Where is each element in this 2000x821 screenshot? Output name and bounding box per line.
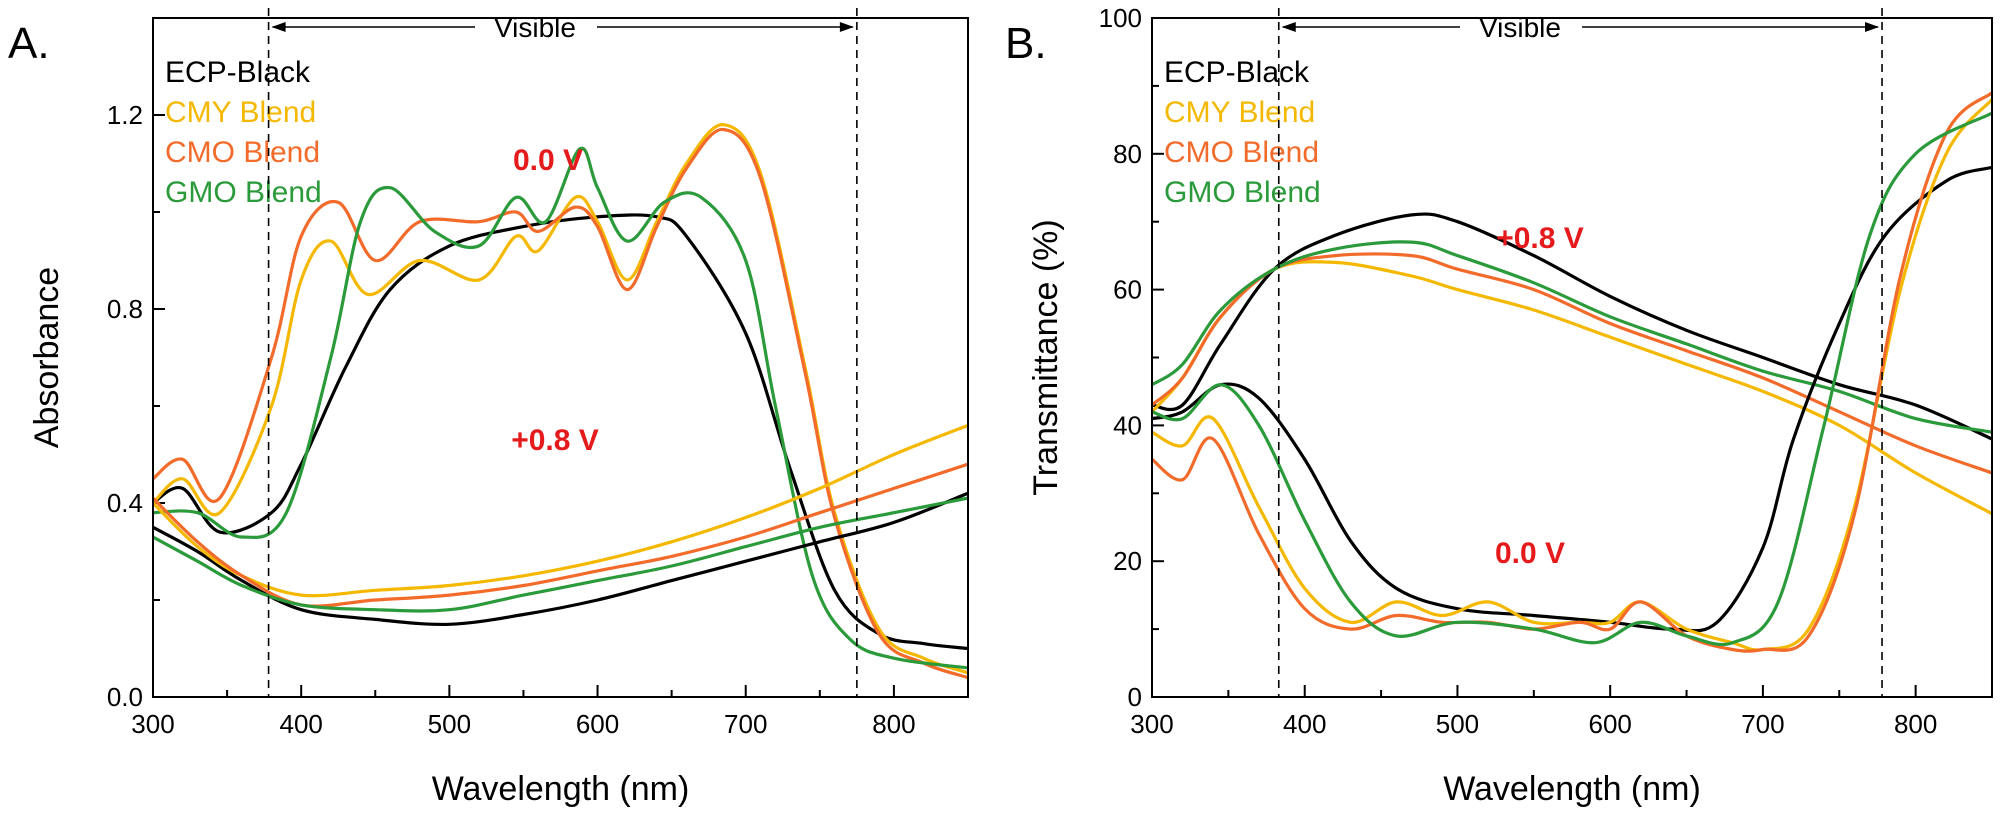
- y-ticks: 0 20 40 60 80 100: [1099, 3, 1164, 712]
- y-tick-label: 20: [1113, 546, 1142, 576]
- series-line-cmo-blend-0v: [1152, 91, 1992, 653]
- series-line-ecp-black-0v: [153, 213, 968, 651]
- panel-a: A. 0.0 0.4 0.8 1.2 300 400 500 600 700 800 ECP-B…: [8, 8, 969, 808]
- visible-label: Visible: [1479, 12, 1561, 43]
- y-axis-title: Absorbance: [28, 267, 66, 448]
- y-tick-label: 1.2: [107, 100, 143, 130]
- x-axis-title: Wavelength (nm): [432, 770, 690, 808]
- legend-entry: GMO Blend: [1164, 176, 1321, 209]
- y-tick-label: 0.4: [107, 488, 143, 518]
- visible-range: Visible: [267, 8, 858, 697]
- panel-b: B. 0 20 40 60 80 100 300 400 500 600 700 800 ECP-B…: [1005, 3, 1993, 808]
- y-tick-label: 0: [1128, 682, 1142, 712]
- series-line-gmo-blend-0v: [1152, 111, 1992, 647]
- x-tick-label: 700: [724, 709, 767, 739]
- series-line-ecp-black-0v: [1152, 165, 1992, 633]
- annotation-08v: +0.8 V: [511, 424, 599, 457]
- y-tick-label: 100: [1099, 3, 1142, 33]
- annotation-0v: 0.0 V: [1495, 537, 1565, 570]
- panel-letter: A.: [8, 19, 50, 68]
- x-ticks: 300 400 500 600 700 800: [1130, 685, 1993, 739]
- axes-frame: [152, 17, 969, 698]
- y-tick-label: 0.0: [107, 682, 143, 712]
- annotation-0v: 0.0 V: [513, 144, 583, 177]
- x-tick-label: 300: [131, 709, 174, 739]
- x-tick-label: 600: [1588, 709, 1631, 739]
- series-line-cmo-blend-0v: [153, 127, 968, 680]
- visible-label: Visible: [494, 12, 576, 43]
- x-tick-label: 800: [1894, 709, 1937, 739]
- series-line-ecp-black-08v: [153, 491, 968, 627]
- legend-entry: ECP-Black: [165, 56, 311, 89]
- plot-area: [1152, 91, 1992, 653]
- panel-letter: B.: [1005, 19, 1047, 68]
- x-tick-label: 700: [1741, 709, 1784, 739]
- axes-frame: [1151, 17, 1993, 698]
- legend-entry: ECP-Black: [1164, 56, 1310, 89]
- y-tick-label: 60: [1113, 275, 1142, 305]
- legend-entry: GMO Blend: [165, 176, 322, 209]
- annotation-08v: +0.8 V: [1496, 222, 1584, 255]
- x-tick-label: 800: [872, 709, 915, 739]
- series-line-cmo-blend-08v: [1152, 252, 1992, 475]
- x-tick-label: 300: [1130, 709, 1173, 739]
- legend-entry: CMY Blend: [1164, 96, 1315, 129]
- x-tick-label: 600: [576, 709, 619, 739]
- arrowhead-left: [1281, 22, 1296, 32]
- legend-entry: CMO Blend: [165, 136, 320, 169]
- x-tick-label: 500: [428, 709, 471, 739]
- series-line-gmo-blend-08v: [1152, 240, 1992, 434]
- arrowhead-right: [1865, 22, 1880, 32]
- legend-entry: CMY Blend: [165, 96, 316, 129]
- series-line-gmo-blend-08v: [153, 496, 968, 613]
- legend: ECP-Black CMY Blend CMO Blend GMO Blend: [1164, 56, 1321, 209]
- y-axis-title: Transmittance (%): [1027, 219, 1065, 495]
- series-line-cmo-blend-08v: [153, 462, 968, 608]
- y-ticks: 0.0 0.4 0.8 1.2: [107, 17, 165, 712]
- visible-range: Visible: [1277, 8, 1883, 697]
- x-tick-label: 400: [279, 709, 322, 739]
- legend-entry: CMO Blend: [1164, 136, 1319, 169]
- y-tick-label: 0.8: [107, 294, 143, 324]
- arrowhead-left: [271, 22, 286, 32]
- x-tick-label: 400: [1283, 709, 1326, 739]
- plot-area: [153, 123, 968, 680]
- y-tick-label: 80: [1113, 139, 1142, 169]
- y-tick-label: 40: [1113, 410, 1142, 440]
- arrowhead-right: [839, 22, 854, 32]
- x-tick-label: 500: [1436, 709, 1479, 739]
- x-axis-title: Wavelength (nm): [1443, 770, 1701, 808]
- x-ticks: 300 400 500 600 700 800: [131, 685, 969, 739]
- legend: ECP-Black CMY Blend CMO Blend GMO Blend: [165, 56, 322, 209]
